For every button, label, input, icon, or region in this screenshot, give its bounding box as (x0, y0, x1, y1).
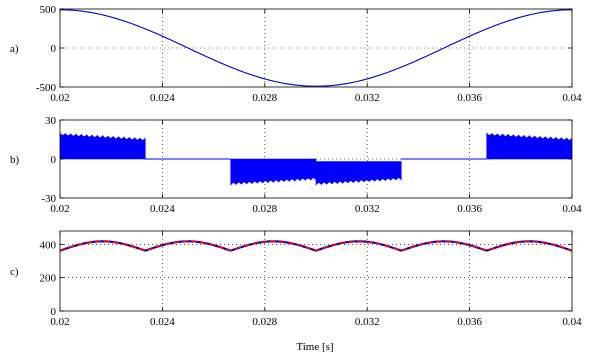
y-tick-label: 0 (51, 306, 57, 318)
y-tick-label: 200 (40, 273, 57, 285)
series-group (60, 132, 572, 186)
current-envelope (230, 158, 317, 186)
x-tick-label: 0.028 (252, 92, 277, 104)
dc-voltage-line (60, 240, 572, 252)
x-tick-label: 0.028 (252, 316, 277, 328)
panel-2: 0.02 0.024 0.028 0.032 0.036 0.04 30 0 -30 b) (10, 115, 582, 215)
x-tick-label: 0.02 (50, 92, 69, 104)
x-axis-label: Time [s] (296, 341, 333, 353)
panel-label: a) (10, 43, 19, 55)
y-tick-label: 0 (51, 43, 57, 55)
series-group (60, 240, 572, 252)
x-tick-label: 0.032 (355, 92, 380, 104)
y-tick-label: -30 (41, 193, 56, 205)
y-tick-label: 0 (51, 154, 57, 166)
x-tick-label: 0.04 (562, 92, 582, 104)
x-tick-label: 0.036 (457, 203, 482, 215)
x-tick-label: 0.028 (252, 203, 277, 215)
panels: 0.02 0.024 0.028 0.032 0.036 0.045000-500a)0.… (10, 4, 582, 328)
current-envelope (315, 161, 402, 186)
y-tick-label: -500 (36, 82, 57, 94)
y-tick-label: 400 (40, 239, 57, 251)
x-tick-label: 0.024 (150, 92, 175, 104)
dc-voltage-reference-line (60, 240, 572, 252)
current-envelope (60, 132, 146, 160)
x-tick-label: 0.032 (355, 316, 380, 328)
current-envelope (486, 132, 572, 160)
panel-3: 0.02 0.024 0.028 0.032 0.036 0.04 400 200 0 c) (10, 230, 582, 328)
x-tick-label: 0.02 (50, 316, 69, 328)
panel-label: c) (10, 266, 19, 278)
panel-label: b) (10, 154, 20, 166)
x-tick-label: 0.036 (457, 316, 482, 328)
series-group (60, 9, 572, 87)
x-tick-label: 0.04 (562, 316, 582, 328)
voltage-line (60, 9, 572, 87)
x-tick-label: 0.036 (457, 92, 482, 104)
axes-frame (59, 230, 573, 312)
y-tick-label: 30 (45, 115, 57, 127)
x-tick-label: 0.02 (50, 203, 69, 215)
x-tick-label: 0.024 (150, 316, 175, 328)
x-tick-label: 0.032 (355, 203, 380, 215)
x-tick-label: 0.04 (562, 203, 582, 215)
panel-1: 0.02 0.024 0.028 0.032 0.036 0.04 500 0 -500 a) (10, 4, 582, 104)
y-tick-label: 500 (40, 4, 57, 16)
x-tick-label: 0.024 (150, 203, 175, 215)
